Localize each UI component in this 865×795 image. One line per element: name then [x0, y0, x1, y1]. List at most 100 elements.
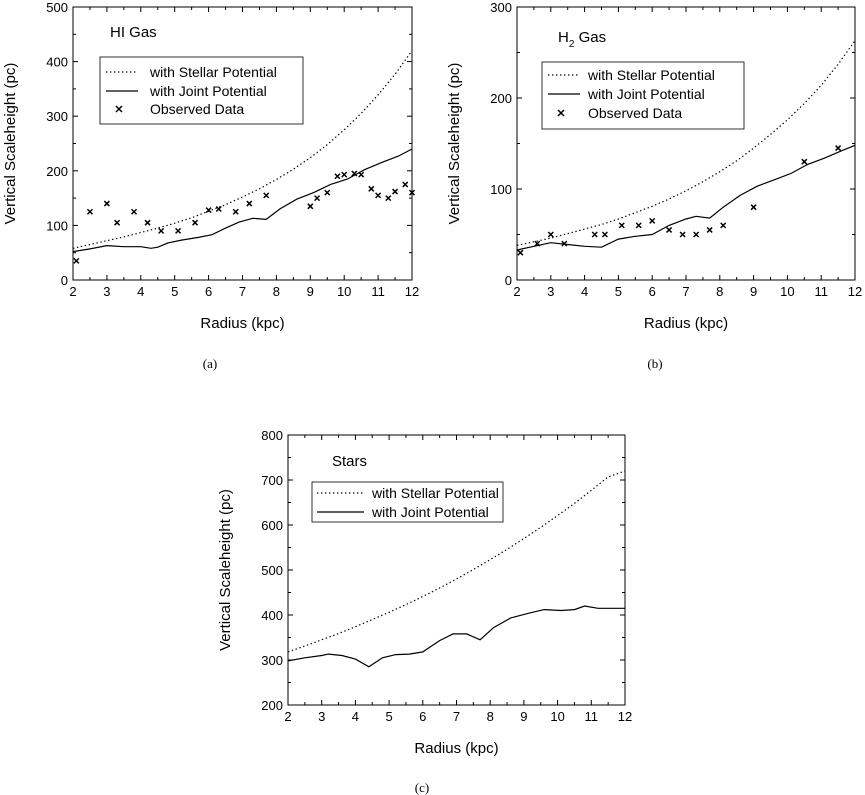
y-tick-label: 0 — [505, 273, 512, 288]
panel-title: H2 Gas — [558, 29, 606, 50]
x-tick-label: 9 — [750, 284, 757, 299]
series-stellar-potential — [287, 470, 626, 653]
x-tick-label: 12 — [405, 284, 419, 299]
y-tick-label: 100 — [46, 218, 68, 233]
y-tick-label: 100 — [490, 182, 512, 197]
x-tick-label: 6 — [419, 709, 426, 724]
y-tick-label: 300 — [46, 109, 68, 124]
data-point — [192, 219, 199, 226]
data-point — [534, 240, 541, 247]
legend-marker-observed — [557, 109, 565, 117]
x-tick-label: 5 — [171, 284, 178, 299]
x-tick-label: 12 — [618, 709, 632, 724]
y-axis-label: Vertical Scaleheight (pc) — [2, 63, 19, 225]
y-tick-label: 400 — [46, 55, 68, 70]
panel-title: Stars — [332, 453, 367, 470]
x-tick-label: 9 — [307, 284, 314, 299]
legend-label: Observed Data — [150, 101, 244, 117]
legend-label: with Stellar Potential — [371, 485, 499, 501]
title-main: H — [558, 29, 569, 46]
y-tick-label: 200 — [490, 91, 512, 106]
x-tick-label: 12 — [848, 284, 862, 299]
legend-label: with Joint Potential — [371, 504, 489, 520]
y-tick-label: 200 — [46, 164, 68, 179]
data-point — [561, 240, 568, 247]
series-observed-data — [517, 145, 842, 256]
data-point — [368, 185, 375, 192]
data-point — [232, 208, 239, 215]
y-tick-label: 0 — [61, 273, 68, 288]
y-tick-label: 400 — [261, 608, 283, 623]
x-tick-label: 6 — [649, 284, 656, 299]
x-tick-label: 8 — [716, 284, 723, 299]
data-point — [679, 231, 686, 238]
x-tick-label: 3 — [103, 284, 110, 299]
data-point — [517, 249, 524, 256]
data-point — [307, 203, 314, 210]
x-tick-label: 11 — [585, 709, 599, 724]
x-tick-label: 11 — [814, 284, 828, 299]
data-point — [706, 226, 713, 233]
plot-frame — [516, 6, 856, 281]
x-tick-label: 3 — [318, 709, 325, 724]
legend-label: with Joint Potential — [587, 86, 705, 102]
title-subscript: 2 — [569, 39, 575, 50]
panel-caption: (b) — [647, 356, 662, 371]
x-tick-label: 8 — [273, 284, 280, 299]
legend-box — [541, 61, 745, 130]
data-point — [601, 231, 608, 238]
x-tick-label: 7 — [682, 284, 689, 299]
x-tick-label: 4 — [352, 709, 359, 724]
data-point — [358, 171, 365, 178]
y-tick-label: 500 — [46, 0, 68, 15]
data-point — [649, 217, 656, 224]
x-tick-label: 2 — [284, 709, 291, 724]
y-tick-label: 200 — [261, 698, 283, 713]
legend-label: Observed Data — [588, 105, 682, 121]
data-point — [801, 158, 808, 165]
data-point — [618, 222, 625, 229]
chart-panel-c: 2 3 4 5 6 7 8 9 10 11 12 200 300 400 500 600 700 800 Radiu… — [217, 428, 632, 795]
x-tick-label: 4 — [137, 284, 144, 299]
data-point — [103, 200, 110, 207]
data-point — [351, 170, 358, 177]
data-point — [385, 195, 392, 202]
x-tick-label: 4 — [581, 284, 588, 299]
legend: with Stellar Potential with Joint Potenti… — [99, 56, 304, 125]
data-point — [547, 231, 554, 238]
y-tick-label: 500 — [261, 563, 283, 578]
series-joint-potential — [287, 605, 625, 668]
data-point — [114, 219, 121, 226]
data-point — [835, 145, 842, 152]
x-tick-label: 10 — [337, 284, 351, 299]
data-point — [215, 205, 222, 213]
chart-panel-a: 2 3 4 5 6 7 8 9 10 11 12 0 100 200 300 400 500 Radius (kp… — [2, 0, 419, 371]
legend-label: with Joint Potential — [149, 83, 267, 99]
legend-box — [311, 481, 504, 523]
data-point — [263, 192, 270, 199]
x-tick-label: 6 — [205, 284, 212, 299]
data-point — [144, 219, 151, 226]
y-axis-label: Vertical Scaleheight (pc) — [217, 489, 234, 651]
data-point — [750, 204, 757, 211]
data-point — [205, 207, 212, 214]
chart-panel-b: 2 3 4 5 6 7 8 9 10 11 12 0 100 200 300 Radius (kpc) Vert… — [446, 0, 862, 371]
y-tick-label: 800 — [261, 428, 283, 443]
x-tick-label: 11 — [371, 284, 385, 299]
x-tick-label: 7 — [239, 284, 246, 299]
y-tick-label: 300 — [490, 0, 512, 15]
data-point — [392, 188, 399, 195]
legend-label: with Stellar Potential — [587, 67, 715, 83]
data-point — [375, 192, 382, 199]
data-point — [334, 173, 341, 180]
y-tick-label: 600 — [261, 518, 283, 533]
legend: with Stellar Potential with Joint Potenti… — [541, 61, 745, 130]
y-axis-label: Vertical Scaleheight (pc) — [446, 63, 463, 225]
x-tick-label: 7 — [453, 709, 460, 724]
legend-marker-observed — [115, 105, 123, 113]
data-point — [130, 208, 138, 215]
x-axis-label: Radius (kpc) — [200, 315, 284, 332]
y-tick-label: 700 — [261, 473, 283, 488]
x-tick-label: 5 — [385, 709, 392, 724]
x-tick-label: 3 — [547, 284, 554, 299]
